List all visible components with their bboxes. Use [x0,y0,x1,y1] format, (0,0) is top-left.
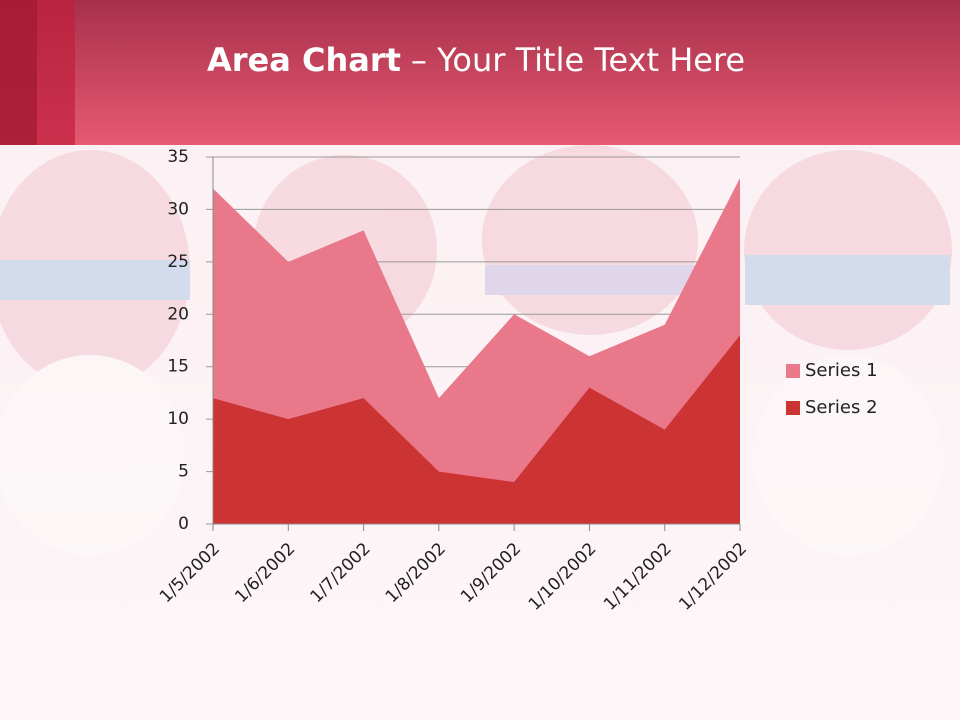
y-tick-label: 15 [167,357,189,377]
y-tick-label: 30 [167,199,189,219]
title-rest: – Your Title Text Here [411,41,745,79]
legend-label: Series 2 [805,397,878,418]
legend-swatch [786,364,800,378]
egg-decoration [0,145,952,555]
legend-label: Series 1 [805,360,878,381]
header-corner [0,0,37,145]
y-tick-label: 20 [167,304,189,324]
y-tick-label: 35 [167,147,189,167]
y-tick-label: 25 [167,252,189,272]
area [213,335,740,524]
header-band [0,0,960,145]
y-tick-label: 10 [167,409,189,429]
y-tick-label: 5 [178,462,189,482]
chart-title: Area Chart – Your Title Text Here [207,41,745,79]
title-bold: Area Chart [207,41,401,79]
y-tick-label: 0 [178,514,189,534]
legend-swatch [786,401,800,415]
